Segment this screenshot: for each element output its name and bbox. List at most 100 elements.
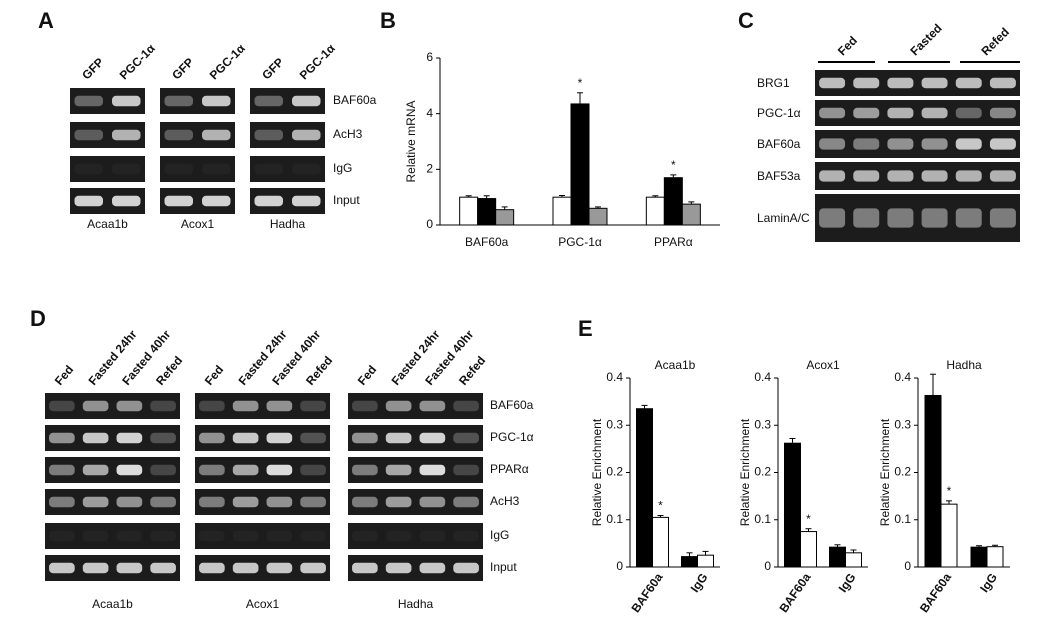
gel-band: [202, 195, 231, 207]
gel-band: [955, 138, 982, 150]
gel-band: [233, 531, 259, 541]
gel-band: [164, 163, 193, 175]
gel-band: [385, 562, 412, 574]
gel-band: [199, 464, 225, 476]
gel-band: [989, 170, 1016, 182]
gel-band: [116, 496, 143, 508]
y-tick-label: 0.2: [894, 465, 911, 479]
gel-band: [921, 138, 948, 150]
gel-band: [254, 95, 283, 107]
x-tick-label: BAF60a: [465, 235, 509, 249]
y-tick-label: 0.2: [606, 465, 623, 479]
y-tick-label: 0.4: [894, 370, 911, 384]
gel-band: [232, 464, 259, 476]
gel-band: [232, 400, 259, 412]
annotation: *: [658, 499, 663, 513]
gel-band: [164, 95, 193, 107]
lane-label: Refed: [303, 353, 335, 388]
gel: [45, 457, 180, 483]
gel-band: [419, 562, 446, 574]
gel-band: [49, 562, 75, 574]
gel-band: [49, 432, 75, 444]
x-tick-label: IgG: [836, 571, 859, 595]
y-tick-label: 0.3: [606, 417, 623, 431]
panel-label: D: [30, 306, 46, 331]
bar: [970, 546, 988, 568]
panel-label: A: [38, 8, 54, 33]
bar: [845, 552, 862, 568]
y-tick-label: 0.1: [894, 512, 911, 526]
gel: [348, 457, 483, 483]
gel-band: [112, 163, 141, 175]
gel-band: [82, 400, 109, 412]
gel-band: [921, 107, 948, 119]
group-label: Fed: [835, 33, 860, 58]
gel-band: [385, 432, 412, 444]
gel: [348, 393, 483, 419]
y-tick-label: 0.3: [754, 417, 771, 431]
gel-band: [955, 170, 982, 182]
lane-label: PGC-1α: [117, 41, 158, 82]
gel-band: [150, 496, 176, 508]
gel-band: [819, 170, 846, 182]
gel-band: [202, 129, 231, 141]
gene-label: Acox1: [181, 217, 215, 231]
gel: [815, 100, 1020, 126]
y-tick-label: 0: [616, 559, 623, 573]
annotation: *: [806, 512, 811, 526]
gel-band: [989, 77, 1016, 89]
gel-band: [116, 400, 143, 412]
gel-band: [300, 432, 326, 444]
gel-band: [254, 129, 283, 141]
row-label: AcH3: [490, 494, 520, 508]
gel-band: [853, 208, 880, 228]
gel-band: [385, 496, 412, 508]
gel-band: [74, 163, 103, 175]
bar: [697, 554, 714, 568]
gel-band: [164, 195, 193, 207]
gel: [348, 489, 483, 515]
gel-band: [82, 432, 109, 444]
gel-band: [74, 129, 103, 141]
y-tick-label: 0.3: [894, 417, 911, 431]
gene-label: Acox1: [246, 597, 280, 611]
gel-band: [202, 95, 231, 107]
row-label: BAF60a: [333, 93, 377, 107]
gel-band: [853, 170, 880, 182]
y-tick-label: 0: [904, 559, 911, 573]
gel: [815, 130, 1020, 158]
row-label: Input: [333, 193, 360, 207]
gel-band: [49, 531, 75, 541]
gel: [815, 70, 1020, 96]
row-label: AcH3: [333, 127, 363, 141]
y-tick-label: 0.1: [754, 512, 771, 526]
gel-band: [352, 432, 378, 444]
row-label: BAF60a: [490, 398, 534, 412]
row-label: BAF60a: [757, 137, 801, 151]
gel: [45, 489, 180, 515]
bar: [940, 503, 958, 568]
gel-band: [232, 562, 259, 574]
gel-band: [853, 77, 880, 89]
bar: [552, 196, 572, 226]
gel-band: [292, 129, 321, 141]
group-label: Refed: [978, 25, 1011, 58]
gel-band: [199, 562, 225, 574]
gel-band: [82, 562, 109, 574]
gel-band: [292, 195, 321, 207]
y-tick-label: 4: [426, 106, 433, 120]
lane-label: Fed: [52, 363, 76, 388]
lane-label: GFP: [259, 55, 286, 82]
chart-title: Acaa1b: [655, 358, 696, 372]
gel-band: [164, 129, 193, 141]
gel-band: [232, 432, 259, 444]
gel-band: [419, 432, 446, 444]
y-axis-label: Relative Enrichment: [738, 418, 752, 526]
gel-band: [266, 400, 293, 412]
gel-band: [232, 496, 259, 508]
bar: [588, 207, 608, 226]
gel: [160, 156, 235, 182]
gel-band: [419, 464, 446, 476]
group-label: Fasted: [907, 21, 944, 58]
x-tick-label: PPARα: [654, 235, 693, 249]
